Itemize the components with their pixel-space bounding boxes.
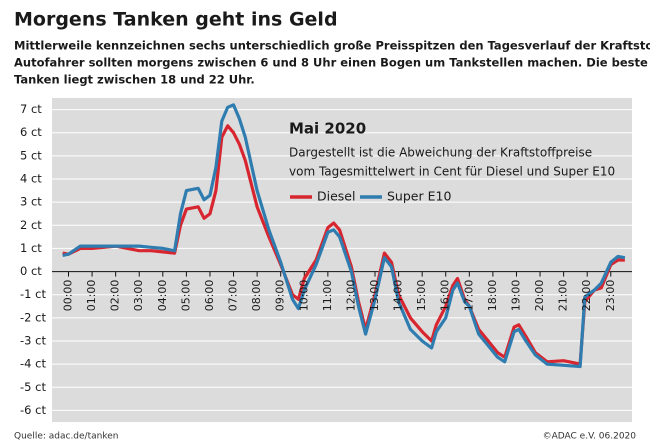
legend-label: Super E10	[387, 189, 451, 204]
y-tick-label: -1 ct	[20, 287, 46, 301]
x-tick-label: 00:00	[62, 280, 75, 312]
y-tick-label: -6 ct	[20, 403, 46, 417]
x-tick-label: 04:00	[156, 280, 169, 312]
x-tick-label: 03:00	[132, 280, 145, 312]
x-tick-label: 11:00	[321, 280, 334, 312]
subtitle: Mittlerweile kennzeichnen sechs untersch…	[14, 39, 650, 53]
subtitle: Autofahrer sollten morgens zwischen 6 un…	[14, 56, 650, 70]
y-tick-label: -2 ct	[20, 310, 46, 324]
copyright: ©ADAC e.V. 06.2020	[543, 432, 637, 442]
x-tick-label: 09:00	[274, 280, 287, 312]
series-line	[62, 103, 626, 369]
y-tick-label: 0 ct	[20, 264, 42, 278]
x-tick-label: 13:00	[368, 280, 381, 312]
annotation-title: Mai 2020	[289, 120, 366, 138]
y-tick-label: -4 ct	[20, 357, 46, 371]
y-tick-label: 6 ct	[20, 125, 42, 139]
plot-area	[52, 98, 632, 422]
x-tick-label: 22:00	[580, 280, 593, 312]
x-tick-label: 07:00	[227, 280, 240, 312]
x-tick-label: 02:00	[109, 280, 122, 312]
y-tick-label: -3 ct	[20, 334, 46, 348]
x-tick-label: 20:00	[533, 280, 546, 312]
x-tick-label: 21:00	[557, 280, 570, 312]
x-tick-label: 23:00	[604, 280, 617, 312]
x-tick-label: 10:00	[297, 280, 310, 312]
chart-title: Morgens Tanken geht ins Geld	[14, 9, 338, 31]
y-tick-label: 1 ct	[20, 241, 42, 255]
x-tick-label: 17:00	[462, 280, 475, 312]
x-tick-label: 14:00	[392, 280, 405, 312]
x-tick-label: 01:00	[85, 280, 98, 312]
y-tick-label: 5 ct	[20, 148, 42, 162]
annotation: Dargestellt ist die Abweichung der Kraft…	[289, 146, 592, 160]
x-tick-label: 05:00	[179, 280, 192, 312]
x-tick-label: 19:00	[509, 280, 522, 312]
y-tick-label: 2 ct	[20, 218, 42, 232]
legend-label: Diesel	[317, 189, 355, 204]
y-tick-label: 7 ct	[20, 102, 42, 116]
x-tick-label: 15:00	[415, 280, 428, 312]
subtitle: Tanken liegt zwischen 18 und 22 Uhr.	[14, 73, 255, 87]
x-tick-label: 08:00	[250, 280, 263, 312]
x-tick-label: 12:00	[344, 280, 357, 312]
source: Quelle: adac.de/tanken	[14, 432, 118, 442]
x-tick-label: 16:00	[439, 280, 452, 312]
y-tick-label: -5 ct	[20, 380, 46, 394]
y-tick-label: 3 ct	[20, 195, 42, 209]
x-tick-label: 06:00	[203, 280, 216, 312]
y-tick-label: 4 ct	[20, 172, 42, 186]
annotation: vom Tagesmittelwert in Cent für Diesel u…	[289, 165, 615, 179]
x-tick-label: 18:00	[486, 280, 499, 312]
